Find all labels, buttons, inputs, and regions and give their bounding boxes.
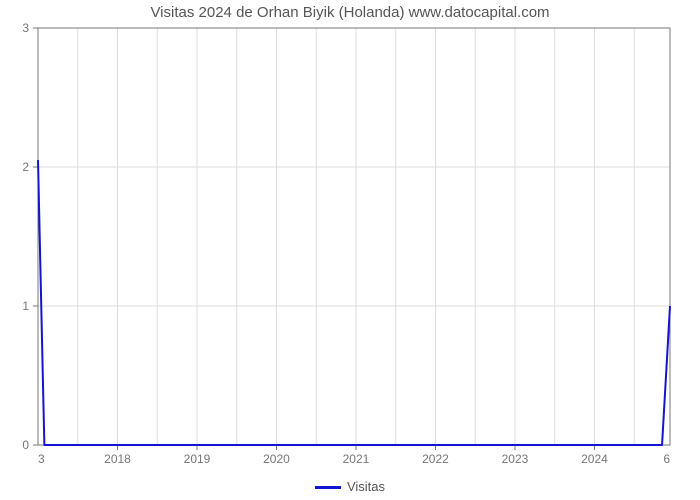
svg-text:0: 0 <box>22 438 29 452</box>
svg-text:1: 1 <box>22 299 29 313</box>
svg-text:6: 6 <box>663 452 670 466</box>
chart-container: Visitas 2024 de Orhan Biyik (Holanda) ww… <box>0 0 700 500</box>
svg-text:2018: 2018 <box>104 452 131 466</box>
svg-text:2021: 2021 <box>343 452 370 466</box>
legend: Visitas <box>0 479 700 494</box>
svg-text:2019: 2019 <box>184 452 211 466</box>
svg-text:3: 3 <box>22 21 29 35</box>
legend-label: Visitas <box>347 479 385 494</box>
svg-text:2020: 2020 <box>263 452 290 466</box>
legend-swatch <box>315 486 341 489</box>
svg-text:2024: 2024 <box>581 452 608 466</box>
svg-text:2022: 2022 <box>422 452 449 466</box>
svg-text:3: 3 <box>38 452 45 466</box>
svg-text:2023: 2023 <box>502 452 529 466</box>
chart-svg: 0 1 2 3 2018 2019 2020 2021 2022 2023 2024 3 6 <box>0 0 700 500</box>
svg-text:2: 2 <box>22 160 29 174</box>
